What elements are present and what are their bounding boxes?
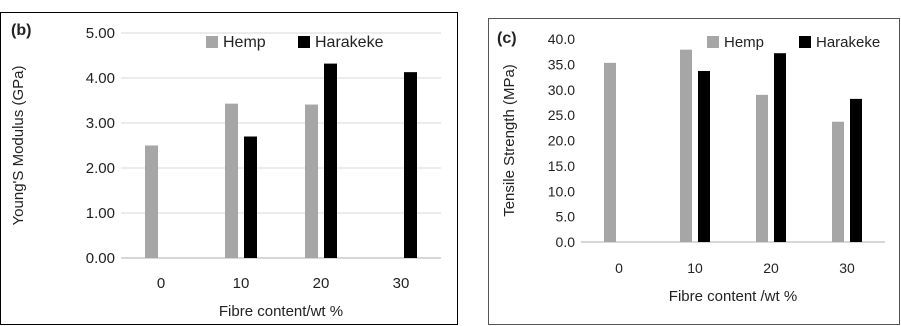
bar-harakeke-20 <box>324 63 337 258</box>
panel-label: (c) <box>497 30 517 47</box>
y-tick-label: 15.0 <box>548 158 575 174</box>
bar-hemp-30 <box>832 121 844 242</box>
bar-harakeke-30 <box>404 72 417 259</box>
x-tick-label: 0 <box>615 260 623 276</box>
bar-hemp-0 <box>145 145 158 258</box>
legend-swatch-hemp <box>206 36 218 48</box>
y-tick-label: 1.00 <box>86 205 115 222</box>
legend-label-harakeke: Harakeke <box>315 34 384 51</box>
bar-harakeke-10 <box>244 136 257 258</box>
x-tick-label: 20 <box>313 275 330 292</box>
x-tick-label: 10 <box>233 275 250 292</box>
legend-swatch-hemp <box>707 36 719 48</box>
chart-b-svg: (b) 0.00 1.00 2.00 3.00 4.00 5.00 0 10 20 30 Fibre … <box>10 22 441 320</box>
bar-hemp-10 <box>680 49 692 242</box>
x-tick-label: 10 <box>687 260 703 276</box>
bar-hemp-0 <box>604 62 616 242</box>
x-tick-label: 30 <box>839 260 855 276</box>
x-tick-label: 30 <box>393 275 410 292</box>
bar-hemp-20 <box>756 94 768 242</box>
legend-label-harakeke: Harakeke <box>816 34 880 51</box>
y-tick-label: 5.0 <box>556 209 576 225</box>
bar-hemp-10 <box>225 103 238 259</box>
y-tick-label: 40.0 <box>548 31 575 47</box>
bar-hemp-20 <box>305 104 318 258</box>
y-tick-label: 2.00 <box>86 160 115 177</box>
y-tick-label: 20.0 <box>548 133 575 149</box>
y-tick-label: 30.0 <box>548 82 575 98</box>
y-tick-label: 0.00 <box>86 250 115 267</box>
bar-harakeke-10 <box>698 70 710 242</box>
legend-label-hemp: Hemp <box>724 34 764 51</box>
y-axis-title: Young'S Modulus (GPa) <box>10 66 27 226</box>
bar-harakeke-30 <box>850 98 862 242</box>
y-tick-label: 5.00 <box>86 25 115 42</box>
x-axis-title: Fibre content /wt % <box>669 288 797 305</box>
legend-swatch-harakeke <box>298 36 310 48</box>
x-axis-title: Fibre content/wt % <box>219 303 343 320</box>
x-tick-label: 0 <box>157 275 165 292</box>
y-tick-label: 10.0 <box>548 183 575 199</box>
x-tick-label: 20 <box>763 260 779 276</box>
panel-label: (b) <box>11 22 31 39</box>
legend-swatch-harakeke <box>799 36 811 48</box>
y-tick-label: 0.0 <box>556 234 576 250</box>
chart-c-svg: (c) 0.0 5.0 10.0 15.0 20.0 25.0 30.0 35.0 40.0 0 10… <box>497 30 885 305</box>
y-tick-label: 25.0 <box>548 107 575 123</box>
y-tick-label: 4.00 <box>86 70 115 87</box>
chart-panel-c: (c) 0.0 5.0 10.0 15.0 20.0 25.0 30.0 35.0 40.0 0 10… <box>488 18 900 325</box>
y-tick-label: 35.0 <box>548 56 575 72</box>
cropped-top-edge <box>0 0 901 8</box>
y-tick-label: 3.00 <box>86 115 115 132</box>
legend-label-hemp: Hemp <box>223 34 266 51</box>
y-axis-title: Tensile Strength (MPa) <box>501 64 518 217</box>
bar-harakeke-20 <box>774 53 786 243</box>
chart-panel-b: (b) 0.00 1.00 2.00 3.00 4.00 5.00 0 10 20 30 Fibre … <box>0 12 458 325</box>
